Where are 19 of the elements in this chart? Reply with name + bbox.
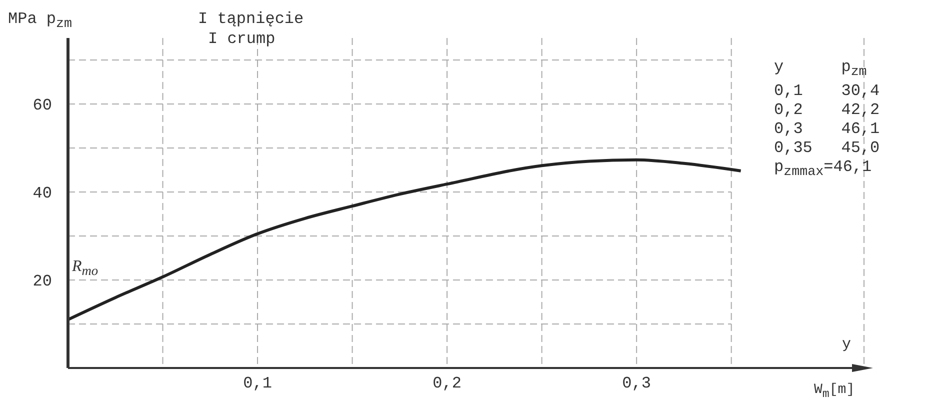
line-series bbox=[68, 158, 742, 322]
annotation: y bbox=[842, 336, 852, 353]
y-tick-label: 20 bbox=[32, 272, 52, 291]
y-tick-label: 60 bbox=[32, 96, 52, 115]
chart-subtitle: I crump bbox=[208, 30, 276, 48]
annotation: 0,3 46,1 bbox=[774, 120, 880, 140]
annotation: 0,35 45,0 bbox=[774, 139, 880, 158]
x-tick-label: 0,3 bbox=[622, 374, 651, 392]
x-tick-label: 0,2 bbox=[432, 374, 462, 392]
annotation: p$_{zmmax}$=46,1 bbox=[774, 158, 873, 182]
y-tick-label: 40 bbox=[32, 184, 52, 203]
annotation: y p$_{zm}$ bbox=[774, 58, 868, 82]
x-tick-label: 0,1 bbox=[243, 374, 272, 392]
chart-title: I tąpnięcie bbox=[198, 10, 304, 28]
annotation: 0,2 42,2 bbox=[774, 101, 880, 120]
annotation: R$_{mo}$ bbox=[72, 258, 98, 280]
annotation: 0,1 30,4 bbox=[774, 82, 880, 102]
y-axis-title: MPa p$_{zm}$ bbox=[8, 10, 72, 32]
x-axis-title: W$_{m}$[m] bbox=[814, 382, 855, 401]
